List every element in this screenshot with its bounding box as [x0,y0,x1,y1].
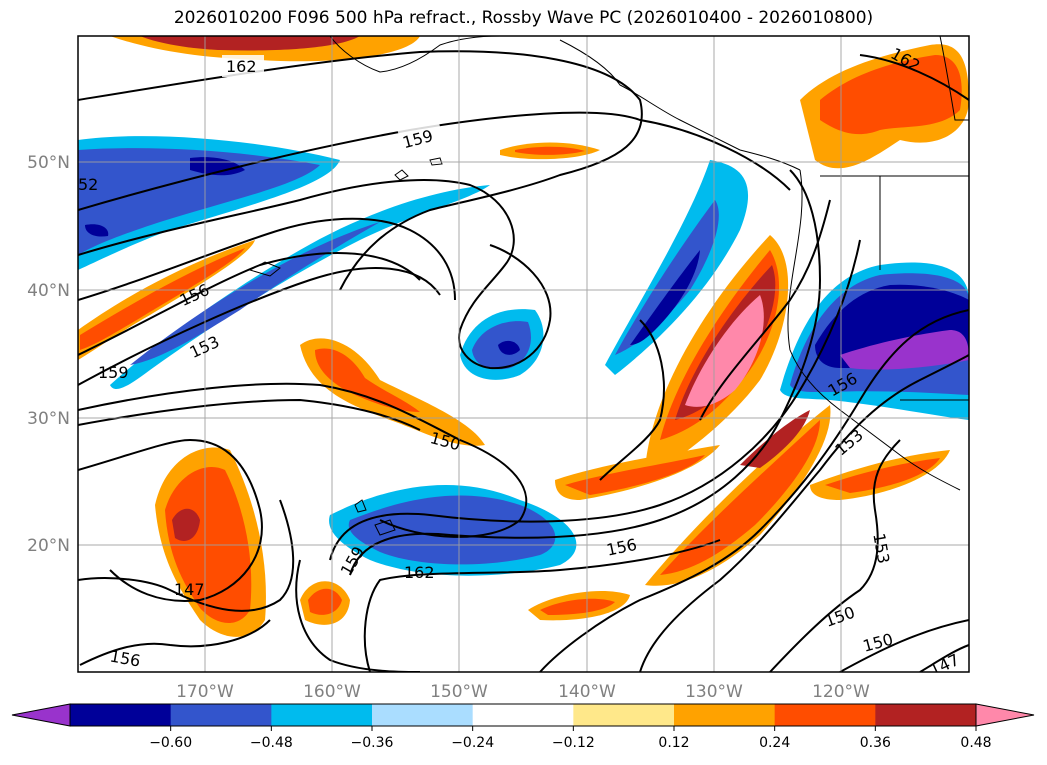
positive-anomaly-region [565,455,705,495]
coastline [559,39,801,171]
coastlines [248,36,969,536]
map-title: 2026010200 F096 500 hPa refract., Rossby… [173,8,874,28]
contour-line [699,199,831,421]
negative-anomaly-region [615,200,719,355]
contour-line [539,309,969,672]
negative-anomaly-region [630,250,700,345]
island [394,169,409,181]
longitude-labels: 170°W 160°W 150°W 140°W 130°W 120°W [176,682,870,702]
contour-label: 159 [98,363,129,382]
contour-line [78,50,643,291]
coastline [329,36,501,73]
contour-line [329,239,861,561]
lon-tick-label: 120°W [812,682,870,702]
colorbar-label: 0.48 [960,735,991,751]
positive-anomaly-region [315,348,420,412]
negative-anomaly-region [130,222,380,365]
contour-label: 162 [226,57,257,76]
latitude-labels: 50°N 40°N 30°N 20°N [27,153,70,556]
contour-line [639,354,969,672]
contour-line [78,267,441,386]
colorbar-label: −0.48 [250,735,293,751]
positive-anomaly-region [308,588,342,615]
negative-anomaly-region [78,148,320,255]
colorbar-label: 0.36 [860,735,891,751]
contour-line [349,169,822,576]
negative-anomaly-region [348,495,556,565]
contour-line [78,382,528,538]
contour-line [78,499,295,612]
colorbar-label: −0.60 [149,735,192,751]
colorbar-extend-low [11,703,71,727]
lon-tick-label: 160°W [303,682,361,702]
island [374,519,396,536]
island [248,261,281,277]
colorbar-label: −0.24 [451,735,494,751]
contour-line [859,54,969,101]
positive-anomaly-region [80,248,245,350]
contour-line [78,398,421,431]
colorbar-label: −0.12 [552,735,595,751]
negative-anomaly-region [85,224,109,237]
colorbar-label: 0.12 [658,735,689,751]
positive-anomaly-region [140,36,360,51]
positive-anomaly-region [645,405,831,586]
colorbar-extend-high [975,703,1035,727]
positive-anomaly-region [685,295,764,407]
positive-anomaly-region [515,146,585,155]
colorbar-segment [674,704,776,726]
positive-anomaly-region [660,420,820,575]
contour-line [78,217,456,301]
colorbar-segment [70,704,172,726]
colorbar-segment [271,704,373,726]
coastline [787,169,961,491]
positive-anomaly-region [172,508,200,541]
colorbar-segment [170,704,272,726]
contour-label: 162 [404,563,435,582]
contour-line [919,644,969,672]
lat-tick-label: 40°N [27,281,70,301]
contour-line [363,539,721,672]
colorbar-labels: −0.60 −0.48 −0.36 −0.24 −0.12 0.12 0.24 0.36 0.4… [149,726,992,751]
lon-tick-label: 170°W [176,682,234,702]
colorbar-label: 0.24 [759,735,790,751]
coastline [939,36,969,121]
shading-layer [78,36,969,637]
lon-tick-label: 140°W [558,682,616,702]
contour-line [79,619,271,666]
contour-label: 52 [78,175,98,194]
colorbar [11,703,1035,727]
colorbar-segment [573,704,675,726]
contour-line [78,438,263,602]
lon-tick-label: 130°W [685,682,743,702]
colorbar-border [69,703,977,727]
contour-label: 147 [174,580,205,599]
contour-line [78,111,791,211]
lat-tick-label: 30°N [27,409,70,429]
contour-line [599,319,665,481]
lat-tick-label: 20°N [27,536,70,556]
negative-anomaly-region [110,185,490,390]
colorbar-segment [372,704,474,726]
positive-anomaly-region [540,598,615,615]
lat-tick-label: 50°N [27,153,70,173]
colorbar-segment [774,704,876,726]
lon-tick-label: 150°W [430,682,488,702]
colorbar-label: −0.36 [351,735,394,751]
negative-anomaly-region [840,330,969,370]
contour-line [769,439,901,672]
contour-line [839,619,969,672]
contour-line [78,179,552,370]
positive-anomaly-region [825,458,940,493]
island [429,157,443,166]
graticule [78,36,969,672]
island [354,499,367,513]
height-contours [78,50,969,672]
negative-anomaly-region [498,340,520,355]
colorbar-segment [875,704,977,726]
colorbar-segment [472,704,574,726]
map-frame [77,35,970,673]
